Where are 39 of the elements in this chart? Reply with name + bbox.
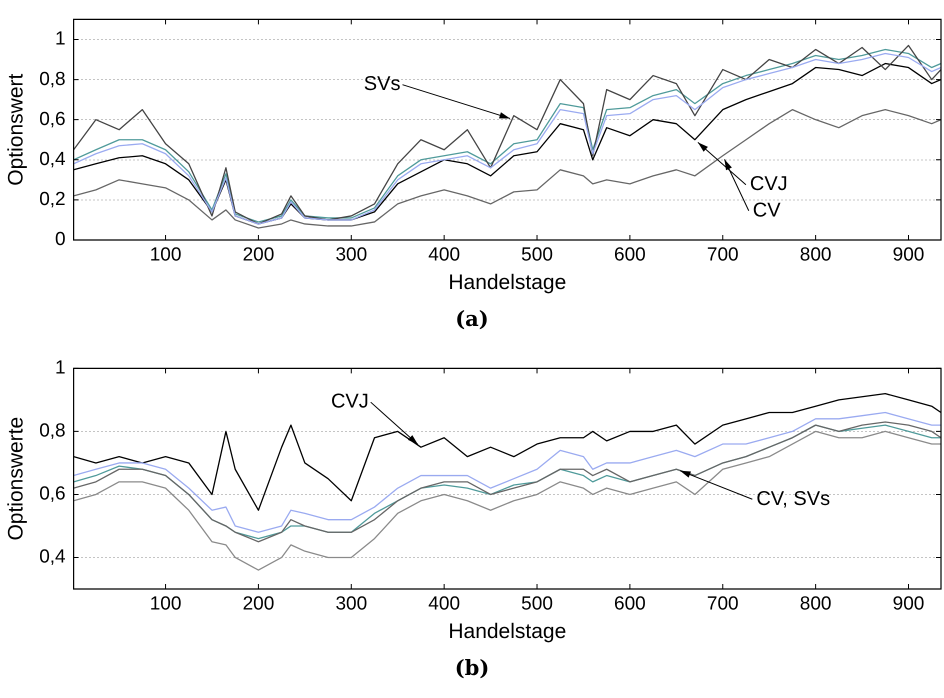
y-axis-title: Optionswert [4,74,28,186]
x-axis-title: Handelstage [448,620,566,644]
annotation: CVJ [750,173,788,196]
x-tick-label: 700 [706,244,739,266]
y-tick-label: 0,8 [39,420,66,442]
text: (b) [454,655,490,680]
x-tick-label: 400 [428,594,460,615]
annotation: CV [752,199,782,222]
x-tick-label: 900 [892,244,924,266]
x-tick-label: 100 [150,244,182,266]
y-tick-label: 0,6 [39,484,66,505]
x-tick-label: 100 [150,594,182,615]
x-tick-label: 500 [521,244,553,266]
x-tick-label: 300 [335,244,368,266]
x-tick-label: 600 [614,244,646,266]
x-tick-label: 200 [242,244,274,266]
y-tick-label: 0,4 [39,149,66,170]
x-tick-label: 200 [242,594,274,615]
y-tick-label: 1 [55,28,66,50]
x-tick-label: 400 [428,244,460,266]
annotation: CVJ [330,390,369,413]
annotation: CV, SVs [756,488,830,510]
annotation: SVs [364,73,400,96]
x-axis-title: Handelstage [448,271,566,294]
x-tick-label: 800 [800,244,832,266]
text: (a) [455,306,489,331]
x-tick-label: 600 [614,594,646,615]
x-tick-label: 900 [892,594,924,615]
x-tick-label: 300 [335,594,368,615]
y-tick-label: 0,6 [39,108,66,130]
y-tick-label: 0,2 [39,189,66,210]
x-tick-label: 800 [800,594,832,615]
y-tick-label: 0 [55,229,66,250]
x-tick-label: 700 [706,594,739,615]
x-tick-label: 500 [521,594,553,615]
y-tick-label: 1 [55,358,66,379]
y-axis-title: Optionswerte [4,416,28,541]
y-tick-label: 0,8 [39,68,66,90]
y-tick-label: 0,4 [39,546,66,568]
